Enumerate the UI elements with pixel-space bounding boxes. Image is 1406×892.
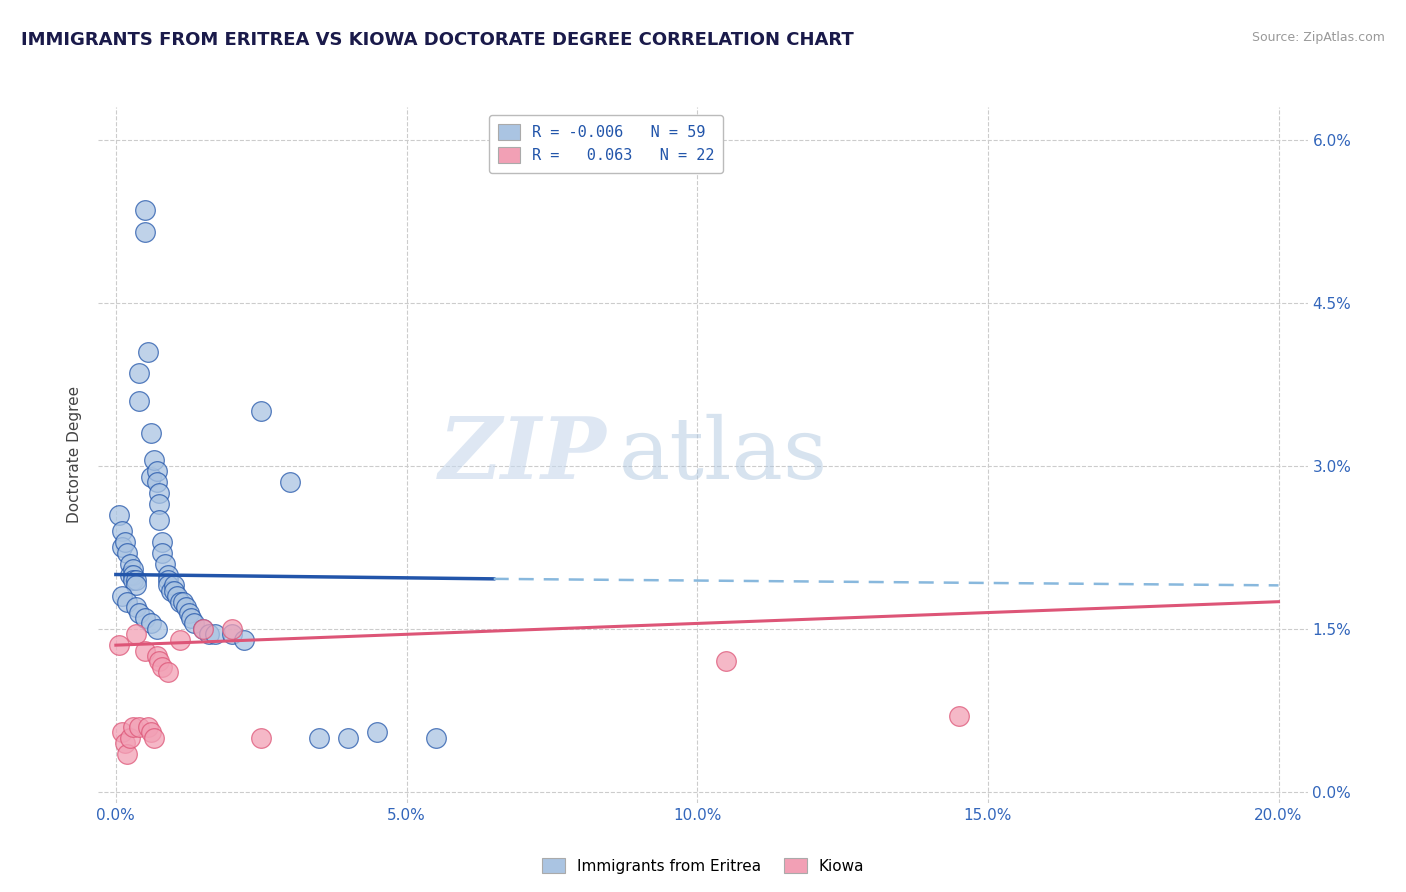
Text: IMMIGRANTS FROM ERITREA VS KIOWA DOCTORATE DEGREE CORRELATION CHART: IMMIGRANTS FROM ERITREA VS KIOWA DOCTORA… — [21, 31, 853, 49]
Point — [221, 622, 243, 636]
Point — [148, 486, 170, 500]
Point — [142, 731, 165, 745]
Point — [198, 627, 221, 641]
Point — [134, 611, 156, 625]
Point — [120, 557, 142, 571]
Point — [107, 508, 129, 522]
Point — [157, 578, 180, 592]
Point — [716, 655, 738, 669]
Point — [120, 731, 142, 745]
Point — [250, 731, 273, 745]
Point — [183, 616, 205, 631]
Point — [191, 622, 214, 636]
Point — [111, 725, 134, 739]
Point — [111, 524, 134, 538]
Point — [148, 655, 170, 669]
Point — [114, 736, 136, 750]
Legend: R = -0.006   N = 59, R =   0.063   N = 22: R = -0.006 N = 59, R = 0.063 N = 22 — [489, 115, 724, 173]
Point — [366, 725, 388, 739]
Point — [128, 606, 150, 620]
Point — [111, 589, 134, 603]
Point — [125, 627, 148, 641]
Point — [180, 611, 202, 625]
Point — [177, 606, 200, 620]
Point — [169, 595, 191, 609]
Point — [139, 469, 162, 483]
Point — [160, 583, 183, 598]
Point — [107, 638, 129, 652]
Point — [163, 578, 186, 592]
Point — [134, 643, 156, 657]
Point — [232, 632, 254, 647]
Text: ZIP: ZIP — [439, 413, 606, 497]
Point — [148, 513, 170, 527]
Point — [169, 632, 191, 647]
Point — [128, 720, 150, 734]
Point — [122, 573, 145, 587]
Point — [125, 578, 148, 592]
Point — [125, 600, 148, 615]
Point — [128, 367, 150, 381]
Point — [204, 627, 226, 641]
Text: Source: ZipAtlas.com: Source: ZipAtlas.com — [1251, 31, 1385, 45]
Point — [142, 453, 165, 467]
Point — [157, 567, 180, 582]
Point — [120, 567, 142, 582]
Point — [122, 567, 145, 582]
Point — [117, 546, 139, 560]
Point — [125, 573, 148, 587]
Point — [139, 616, 162, 631]
Point — [172, 595, 194, 609]
Point — [278, 475, 301, 489]
Point — [136, 720, 159, 734]
Point — [122, 562, 145, 576]
Point — [111, 541, 134, 555]
Point — [425, 731, 447, 745]
Point — [948, 708, 970, 723]
Point — [157, 665, 180, 680]
Point — [155, 557, 177, 571]
Point — [250, 404, 273, 418]
Point — [134, 225, 156, 239]
Point — [145, 475, 167, 489]
Point — [128, 393, 150, 408]
Point — [157, 573, 180, 587]
Point — [163, 583, 186, 598]
Point — [337, 731, 360, 745]
Point — [308, 731, 330, 745]
Point — [145, 464, 167, 478]
Point — [166, 589, 188, 603]
Point — [221, 627, 243, 641]
Point — [139, 725, 162, 739]
Point — [150, 534, 173, 549]
Point — [145, 648, 167, 663]
Point — [191, 622, 214, 636]
Point — [136, 344, 159, 359]
Point — [117, 595, 139, 609]
Point — [145, 622, 167, 636]
Point — [174, 600, 197, 615]
Point — [139, 426, 162, 441]
Point — [122, 720, 145, 734]
Point — [150, 660, 173, 674]
Point — [134, 203, 156, 218]
Text: atlas: atlas — [619, 413, 828, 497]
Y-axis label: Doctorate Degree: Doctorate Degree — [67, 386, 83, 524]
Point — [148, 497, 170, 511]
Point — [117, 747, 139, 761]
Legend: Immigrants from Eritrea, Kiowa: Immigrants from Eritrea, Kiowa — [536, 852, 870, 880]
Point — [114, 534, 136, 549]
Point — [150, 546, 173, 560]
